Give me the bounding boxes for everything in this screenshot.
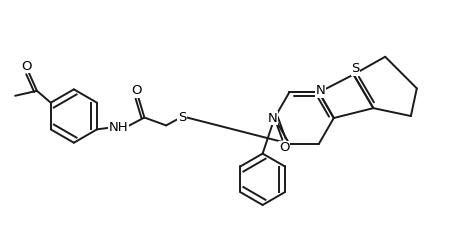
Text: O: O	[21, 60, 31, 73]
Text: NH: NH	[109, 121, 128, 134]
Text: N: N	[267, 112, 277, 124]
Text: N: N	[316, 84, 326, 97]
Text: S: S	[351, 62, 360, 75]
Text: O: O	[131, 84, 142, 97]
Text: O: O	[279, 141, 290, 154]
Text: S: S	[178, 111, 186, 124]
